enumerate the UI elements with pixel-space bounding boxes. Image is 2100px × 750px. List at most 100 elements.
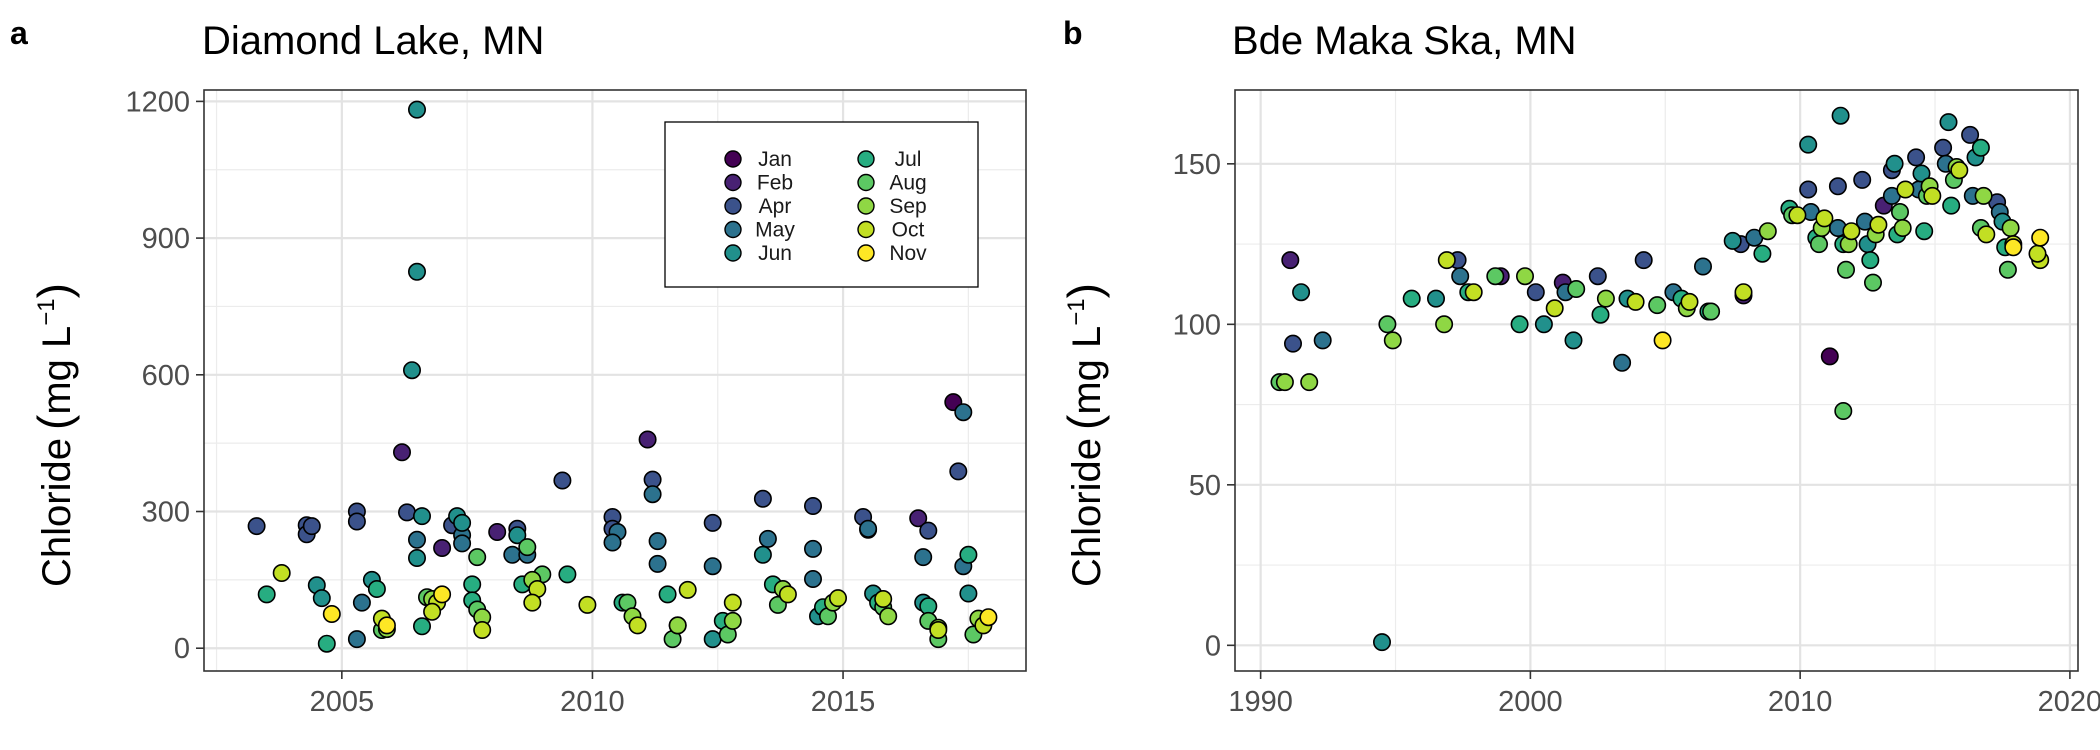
data-point-oct xyxy=(1950,161,1969,180)
data-point-jun xyxy=(1939,113,1958,132)
data-point-may xyxy=(758,529,777,548)
data-point-sep xyxy=(1275,373,1294,392)
data-point-apr xyxy=(347,512,366,531)
legend-swatch-jun xyxy=(724,244,742,262)
data-point-nov xyxy=(2004,238,2023,257)
y-tick-label: 300 xyxy=(142,497,190,529)
data-point-jun xyxy=(412,507,431,526)
data-point-sep xyxy=(1300,373,1319,392)
x-tick-label: 2010 xyxy=(560,686,625,718)
data-point-jul xyxy=(1510,315,1529,334)
data-point-oct xyxy=(473,620,492,639)
panel-b-letter: b xyxy=(1063,15,1083,51)
y-tick-label: 600 xyxy=(142,360,190,392)
y-tick-label: 150 xyxy=(1173,149,1221,181)
legend-label-may: May xyxy=(755,219,795,242)
panel-b-data-points xyxy=(1270,106,2050,652)
data-point-may xyxy=(803,539,822,558)
legend-swatch-jan xyxy=(724,150,742,168)
data-point-sep xyxy=(1758,222,1777,241)
data-point-feb xyxy=(638,430,657,449)
data-point-jun xyxy=(402,361,421,380)
data-point-nov xyxy=(433,585,452,604)
data-point-oct xyxy=(678,580,697,599)
y-title-prefix: Chloride xyxy=(1065,438,1109,587)
data-point-oct xyxy=(578,595,597,614)
data-point-may xyxy=(803,569,822,588)
data-point-oct xyxy=(1869,215,1888,234)
data-point-jan xyxy=(1820,347,1839,366)
data-point-aug xyxy=(1837,260,1856,279)
data-point-oct xyxy=(1626,292,1645,311)
x-tick-label: 2015 xyxy=(811,686,876,718)
data-point-may xyxy=(1613,353,1632,372)
panel-a-gridlines xyxy=(204,90,1026,671)
data-point-apr xyxy=(1634,251,1653,270)
data-point-apr xyxy=(949,462,968,481)
data-point-jun xyxy=(753,545,772,564)
y-tick-label: 100 xyxy=(1173,309,1221,341)
data-point-may xyxy=(643,485,662,504)
data-point-jul xyxy=(1861,251,1880,270)
data-point-jul xyxy=(558,565,577,584)
legend-label-apr: Apr xyxy=(759,195,792,218)
y-title-prefix: Chloride xyxy=(35,438,79,587)
data-point-nov xyxy=(377,616,396,635)
data-point-oct xyxy=(1680,292,1699,311)
data-point-nov xyxy=(2031,228,2050,247)
data-point-may xyxy=(648,532,667,551)
data-point-oct xyxy=(423,602,442,621)
legend-label-jan: Jan xyxy=(758,148,792,171)
data-point-oct xyxy=(2028,244,2047,263)
y-tick-label: 0 xyxy=(1205,630,1221,662)
data-point-may xyxy=(648,554,667,573)
data-point-jul xyxy=(463,575,482,594)
data-point-jul xyxy=(1591,305,1610,324)
data-point-sep xyxy=(879,607,898,626)
data-point-aug xyxy=(468,548,487,567)
x-tick-label: 2020 xyxy=(2038,686,2100,718)
y-tick-label: 0 xyxy=(174,633,190,665)
data-point-apr xyxy=(1526,283,1545,302)
y-tick-label: 50 xyxy=(1189,470,1221,502)
data-point-sep xyxy=(723,611,742,630)
data-point-jul xyxy=(1915,222,1934,241)
data-point-oct xyxy=(1923,186,1942,205)
data-point-apr xyxy=(1961,125,1980,144)
data-point-may xyxy=(603,533,622,552)
y-tick-label: 900 xyxy=(142,223,190,255)
legend-label-jun: Jun xyxy=(758,242,792,265)
data-point-apr xyxy=(703,513,722,532)
data-point-jun xyxy=(1885,154,1904,173)
data-point-aug xyxy=(1567,279,1586,298)
data-point-oct xyxy=(1977,225,1996,244)
data-point-oct xyxy=(929,620,948,639)
data-point-apr xyxy=(1588,267,1607,286)
data-point-apr xyxy=(1284,334,1303,353)
legend-swatch-aug xyxy=(857,173,875,192)
legend-swatch-sep xyxy=(857,197,875,215)
data-point-jul xyxy=(317,634,336,653)
data-point-oct xyxy=(1788,206,1807,225)
data-point-jul xyxy=(1942,196,1961,215)
data-point-oct xyxy=(1437,251,1456,270)
legend-swatch-feb xyxy=(724,173,742,192)
legend-label-jul: Jul xyxy=(895,148,922,171)
panel-a-data-points xyxy=(247,100,998,653)
data-point-jul xyxy=(367,579,386,598)
data-point-jun xyxy=(508,526,527,545)
data-point-aug xyxy=(1810,235,1829,254)
data-point-may xyxy=(347,630,366,649)
data-point-jun xyxy=(1912,164,1931,183)
legend-label-oct: Oct xyxy=(892,219,925,242)
data-point-jun xyxy=(407,100,426,119)
data-point-apr xyxy=(919,521,938,540)
data-point-may xyxy=(407,530,426,549)
data-point-may xyxy=(1313,331,1332,350)
data-point-jun xyxy=(1723,231,1742,250)
data-point-jun xyxy=(1373,633,1392,652)
legend-box xyxy=(664,121,979,288)
data-point-may xyxy=(703,557,722,576)
legend-label-sep: Sep xyxy=(889,195,926,218)
data-point-jul xyxy=(658,585,677,604)
